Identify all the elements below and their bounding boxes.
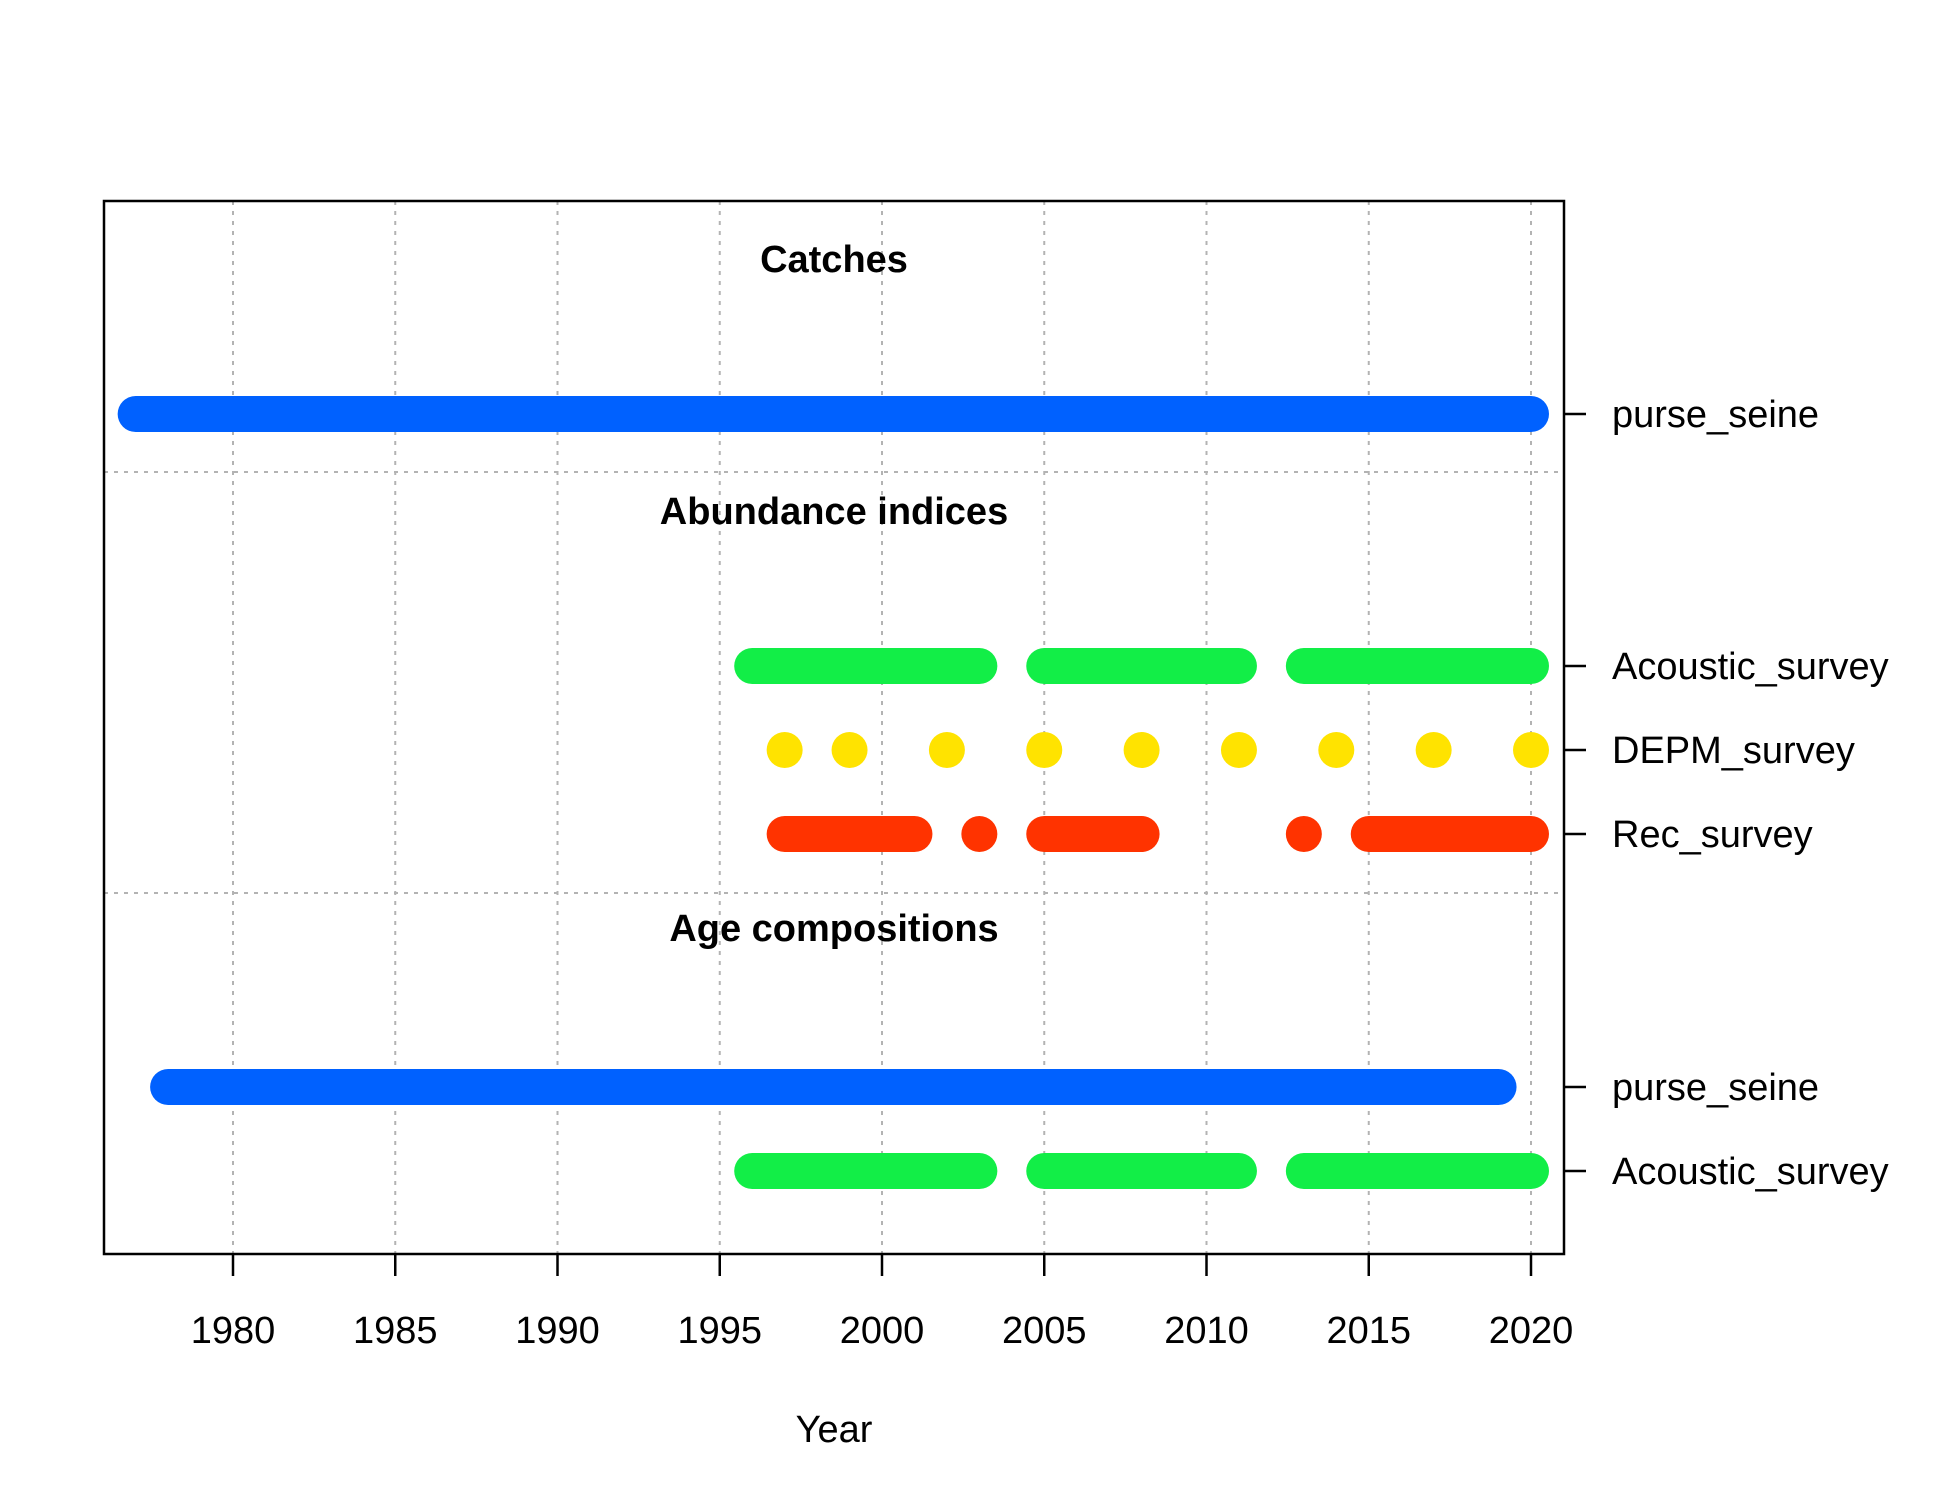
x-tick-label-2000: 2000 <box>840 1310 925 1352</box>
point-1997 <box>766 732 803 768</box>
segment-1997-2001 <box>766 816 933 852</box>
segment-2013-2020 <box>1285 1153 1549 1189</box>
x-tick-label-1985: 1985 <box>353 1310 438 1352</box>
y-axis: purse_seine Acoustic_survey DEPM_survey Rec… <box>1564 394 1889 1193</box>
segment-1978-2019 <box>150 1069 1517 1105</box>
x-tick-label-2015: 2015 <box>1326 1310 1411 1352</box>
segment-1977-2020 <box>117 396 1549 432</box>
x-tick-label-2005: 2005 <box>1002 1310 1087 1352</box>
point-2011 <box>1220 732 1257 768</box>
segment-1996-2003 <box>734 648 998 684</box>
x-tick-label-1990: 1990 <box>515 1310 600 1352</box>
section-titles: Catches Abundance indices Age compositions <box>660 239 1008 950</box>
point-1999 <box>831 732 868 768</box>
segment-2005-2008 <box>1026 816 1160 852</box>
series-row-acoustic-survey-2 <box>734 648 1549 684</box>
segment-2005-2011 <box>1026 1153 1257 1189</box>
series-row-purse-seine-3 <box>150 1069 1517 1105</box>
data-marks <box>117 396 1549 1189</box>
x-tick-label-1995: 1995 <box>677 1310 762 1352</box>
x-tick-label-2010: 2010 <box>1164 1310 1249 1352</box>
point-2003 <box>961 816 998 852</box>
series-row-acoustic-survey-3 <box>734 1153 1549 1189</box>
series-row-depm-survey-2 <box>766 732 1549 768</box>
series-row-rec-survey-2 <box>766 816 1549 852</box>
y-tick-label-4: Rec_survey <box>1612 814 1813 856</box>
point-2017 <box>1415 732 1452 768</box>
point-2008 <box>1123 732 1160 768</box>
point-2005 <box>1026 732 1063 768</box>
section-title-1: Catches <box>760 239 908 281</box>
plot-frame <box>102 199 1566 1256</box>
segment-1996-2003 <box>734 1153 998 1189</box>
point-2020 <box>1513 732 1549 768</box>
x-tick-label-2020: 2020 <box>1489 1310 1574 1352</box>
x-tick-label-1980: 1980 <box>191 1310 276 1352</box>
section-title-2: Abundance indices <box>660 491 1008 533</box>
segment-2005-2011 <box>1026 648 1257 684</box>
segment-2013-2020 <box>1285 648 1549 684</box>
y-tick-label-2: Acoustic_survey <box>1612 646 1889 688</box>
y-tick-label-6: Acoustic_survey <box>1612 1151 1889 1193</box>
grid-lines <box>104 201 1564 1254</box>
x-axis: 1980 1985 1990 1995 2000 2005 2010 2015 2020 <box>191 1254 1574 1352</box>
y-tick-label-1: purse_seine <box>1612 394 1819 436</box>
point-2013 <box>1285 816 1322 852</box>
point-2014 <box>1318 732 1355 768</box>
segment-2015-2020 <box>1350 816 1549 852</box>
series-row-purse-seine-1 <box>117 396 1549 432</box>
point-2002 <box>928 732 965 768</box>
section-title-3: Age compositions <box>669 908 998 950</box>
x-axis-title: Year <box>796 1409 873 1451</box>
y-tick-label-5: purse_seine <box>1612 1067 1819 1109</box>
y-tick-label-3: DEPM_survey <box>1612 730 1855 772</box>
